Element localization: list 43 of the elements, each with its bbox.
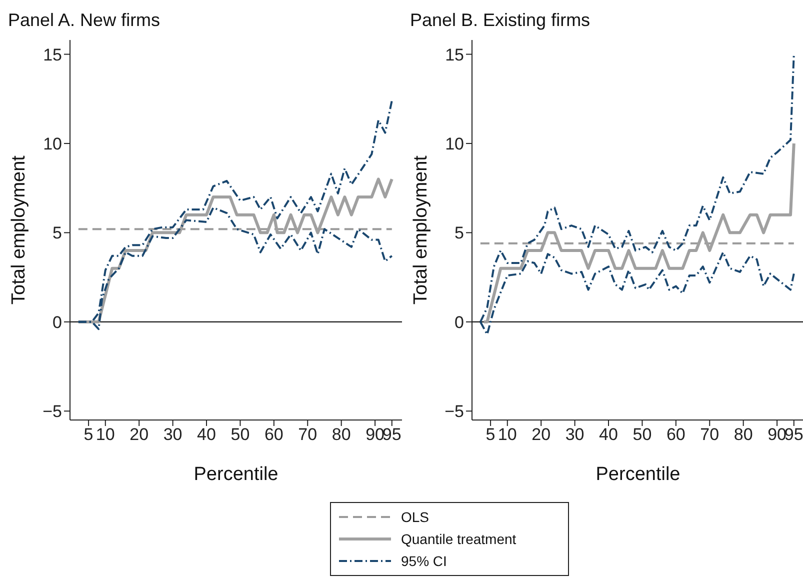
x-axis-title: Percentile [596,464,680,485]
x-tick-label: 70 [298,425,318,444]
y-tick-label: 10 [43,134,62,154]
chart-title: Panel A. New firms [8,10,160,31]
y-tick-label: 5 [52,224,62,243]
legend-label: OLS [401,509,430,525]
x-tick-label: 20 [532,425,551,444]
y-tick-label: −5 [42,402,62,422]
x-tick-label: 95 [382,425,402,444]
y-tick-label: 15 [445,45,464,64]
legend-label: Quantile treatment [401,531,516,547]
x-tick-label: 40 [197,425,216,444]
x-tick-label: 5 [486,425,496,444]
x-tick-label: 50 [632,425,652,444]
y-tick-label: −5 [444,402,464,422]
x-axis-title: Percentile [194,464,278,485]
y-tick-label: 10 [445,134,464,154]
x-tick-label: 80 [734,425,753,444]
x-tick-label: 30 [565,425,584,444]
y-axis-title: Total employment [8,154,30,304]
line-series [76,178,394,324]
y-tick-label: 0 [454,312,464,332]
x-tick-label: 40 [599,425,618,444]
legend-label: 95% CI [401,553,447,569]
x-tick-label: 95 [784,425,803,444]
x-tick-label: 80 [332,425,351,444]
x-tick-label: 20 [130,425,149,444]
y-tick-label: 0 [52,312,62,332]
x-tick-label: 60 [666,425,686,444]
x-tick-label: 70 [700,425,720,444]
x-tick-label: 5 [84,425,94,444]
line-series [482,142,796,324]
x-tick-label: 30 [163,425,182,444]
y-tick-label: 5 [454,224,464,243]
x-tick-label: 90 [366,425,384,444]
chart-title: Panel B. Existing firms [410,10,590,31]
x-tick-label: 10 [498,425,517,444]
x-tick-label: 90 [768,425,786,444]
x-tick-label: 10 [96,425,115,444]
x-tick-label: 50 [230,425,250,444]
x-tick-label: 60 [264,425,284,444]
y-tick-label: 15 [43,45,62,64]
y-axis-title: Total employment [410,154,432,304]
